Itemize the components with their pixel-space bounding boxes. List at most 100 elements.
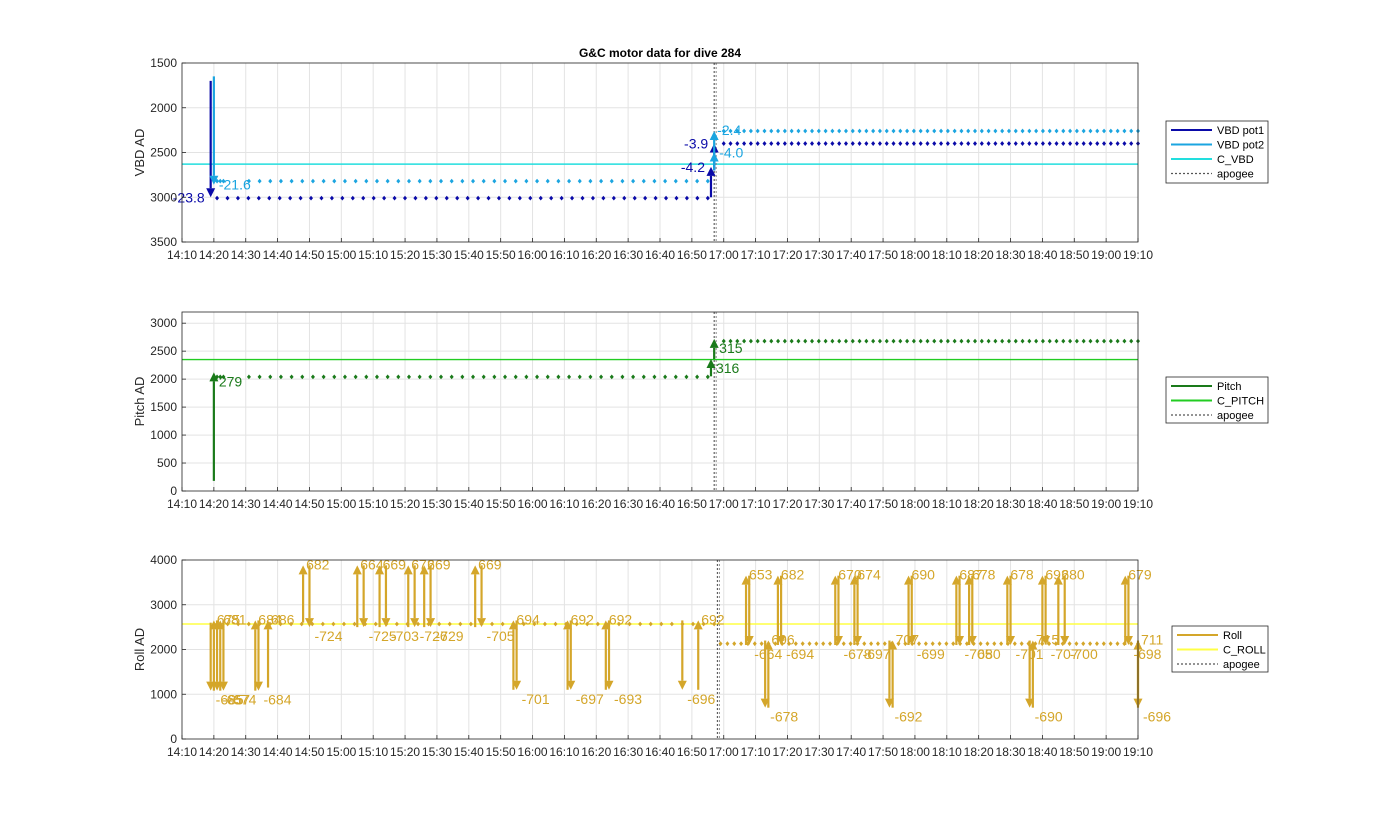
legend-label: apogee xyxy=(1223,659,1260,671)
data-point xyxy=(361,195,366,201)
motor-arrow-head xyxy=(907,636,917,646)
y-tick-label: 2000 xyxy=(150,643,177,657)
data-point xyxy=(382,195,387,201)
data-point xyxy=(905,128,910,134)
data-point xyxy=(648,621,653,627)
data-point xyxy=(828,641,833,647)
x-tick-label: 14:50 xyxy=(294,248,324,262)
data-point xyxy=(1027,141,1032,146)
arrow-label: 670 xyxy=(838,567,862,583)
data-point xyxy=(978,641,983,647)
legend-label: Roll xyxy=(1223,630,1242,642)
data-point xyxy=(535,178,540,184)
data-point xyxy=(439,374,444,380)
data-point xyxy=(663,178,668,184)
data-point xyxy=(500,621,505,627)
x-tick-label: 16:10 xyxy=(549,745,579,759)
x-tick-label: 17:00 xyxy=(709,745,739,759)
data-point xyxy=(402,195,407,201)
data-point xyxy=(705,178,710,184)
legend-box xyxy=(1165,120,1269,184)
data-point xyxy=(1040,128,1045,134)
arrow-label: 674 xyxy=(857,567,881,583)
data-point xyxy=(641,374,646,380)
data-point xyxy=(288,195,293,201)
data-point xyxy=(310,374,315,380)
x-tick-label: 15:20 xyxy=(390,745,420,759)
arrow-label: -690 xyxy=(1035,709,1063,725)
data-point xyxy=(535,374,540,380)
data-point xyxy=(394,621,399,627)
data-point xyxy=(816,141,821,146)
arrow-label: -724 xyxy=(314,628,342,644)
data-point xyxy=(267,195,272,201)
data-point xyxy=(898,128,903,134)
x-tick-label: 14:10 xyxy=(167,745,197,759)
x-tick-label: 15:20 xyxy=(390,248,420,262)
data-point xyxy=(1095,338,1100,344)
x-tick-label: 16:30 xyxy=(613,497,643,511)
x-tick-label: 15:20 xyxy=(390,497,420,511)
data-point xyxy=(416,621,421,627)
data-point xyxy=(884,128,889,134)
data-point xyxy=(341,621,346,627)
data-point xyxy=(871,141,876,146)
data-point xyxy=(898,141,903,146)
y-tick-label: 1500 xyxy=(150,56,177,70)
data-point xyxy=(577,374,582,380)
data-point xyxy=(762,141,767,146)
arrow-label: -699 xyxy=(917,646,945,662)
data-point xyxy=(1012,641,1017,647)
motor-arrow-head xyxy=(709,338,719,348)
data-point xyxy=(1129,141,1134,146)
data-point xyxy=(496,195,501,201)
data-point xyxy=(1115,641,1120,647)
data-point xyxy=(973,338,978,344)
data-point xyxy=(1000,141,1005,146)
data-point xyxy=(631,178,636,184)
data-point xyxy=(891,338,896,344)
motor-arrow-head xyxy=(403,565,413,575)
x-tick-label: 18:20 xyxy=(964,745,994,759)
arrow-label: 653 xyxy=(749,567,773,583)
arrow-label: -678 xyxy=(843,646,871,662)
data-point xyxy=(952,338,957,344)
data-point xyxy=(218,178,223,184)
data-point xyxy=(1074,641,1079,647)
data-point xyxy=(465,195,470,201)
data-point xyxy=(945,141,950,146)
data-point xyxy=(449,178,454,184)
data-point xyxy=(986,128,991,134)
data-point xyxy=(567,374,572,380)
arrow-label: -678 xyxy=(770,709,798,725)
data-point xyxy=(329,195,334,201)
x-tick-label: 17:50 xyxy=(868,248,898,262)
y-axis-label: Pitch AD xyxy=(132,377,147,427)
data-point xyxy=(966,141,971,146)
motor-arrow-head xyxy=(470,565,480,575)
motor-arrow-head xyxy=(1123,636,1133,646)
x-tick-label: 17:50 xyxy=(868,497,898,511)
x-tick-label: 15:50 xyxy=(486,745,516,759)
data-point xyxy=(925,141,930,146)
x-tick-label: 15:30 xyxy=(422,497,452,511)
motor-arrow-head xyxy=(833,636,843,646)
x-tick-label: 18:50 xyxy=(1059,745,1089,759)
x-tick-label: 15:00 xyxy=(326,745,356,759)
data-point xyxy=(309,195,314,201)
data-point xyxy=(896,641,901,647)
data-point xyxy=(532,621,537,627)
data-point xyxy=(609,374,614,380)
arrow-label: -696 xyxy=(1143,709,1171,725)
x-tick-label: 14:20 xyxy=(199,248,229,262)
arrow-label: -674 xyxy=(228,692,256,708)
data-point xyxy=(278,178,283,184)
data-point xyxy=(458,621,463,627)
data-point xyxy=(769,128,774,134)
x-tick-label: 16:30 xyxy=(613,745,643,759)
data-point xyxy=(1020,128,1025,134)
data-point xyxy=(1129,338,1134,344)
data-point xyxy=(268,374,273,380)
legend-label: C_PITCH xyxy=(1217,396,1264,408)
